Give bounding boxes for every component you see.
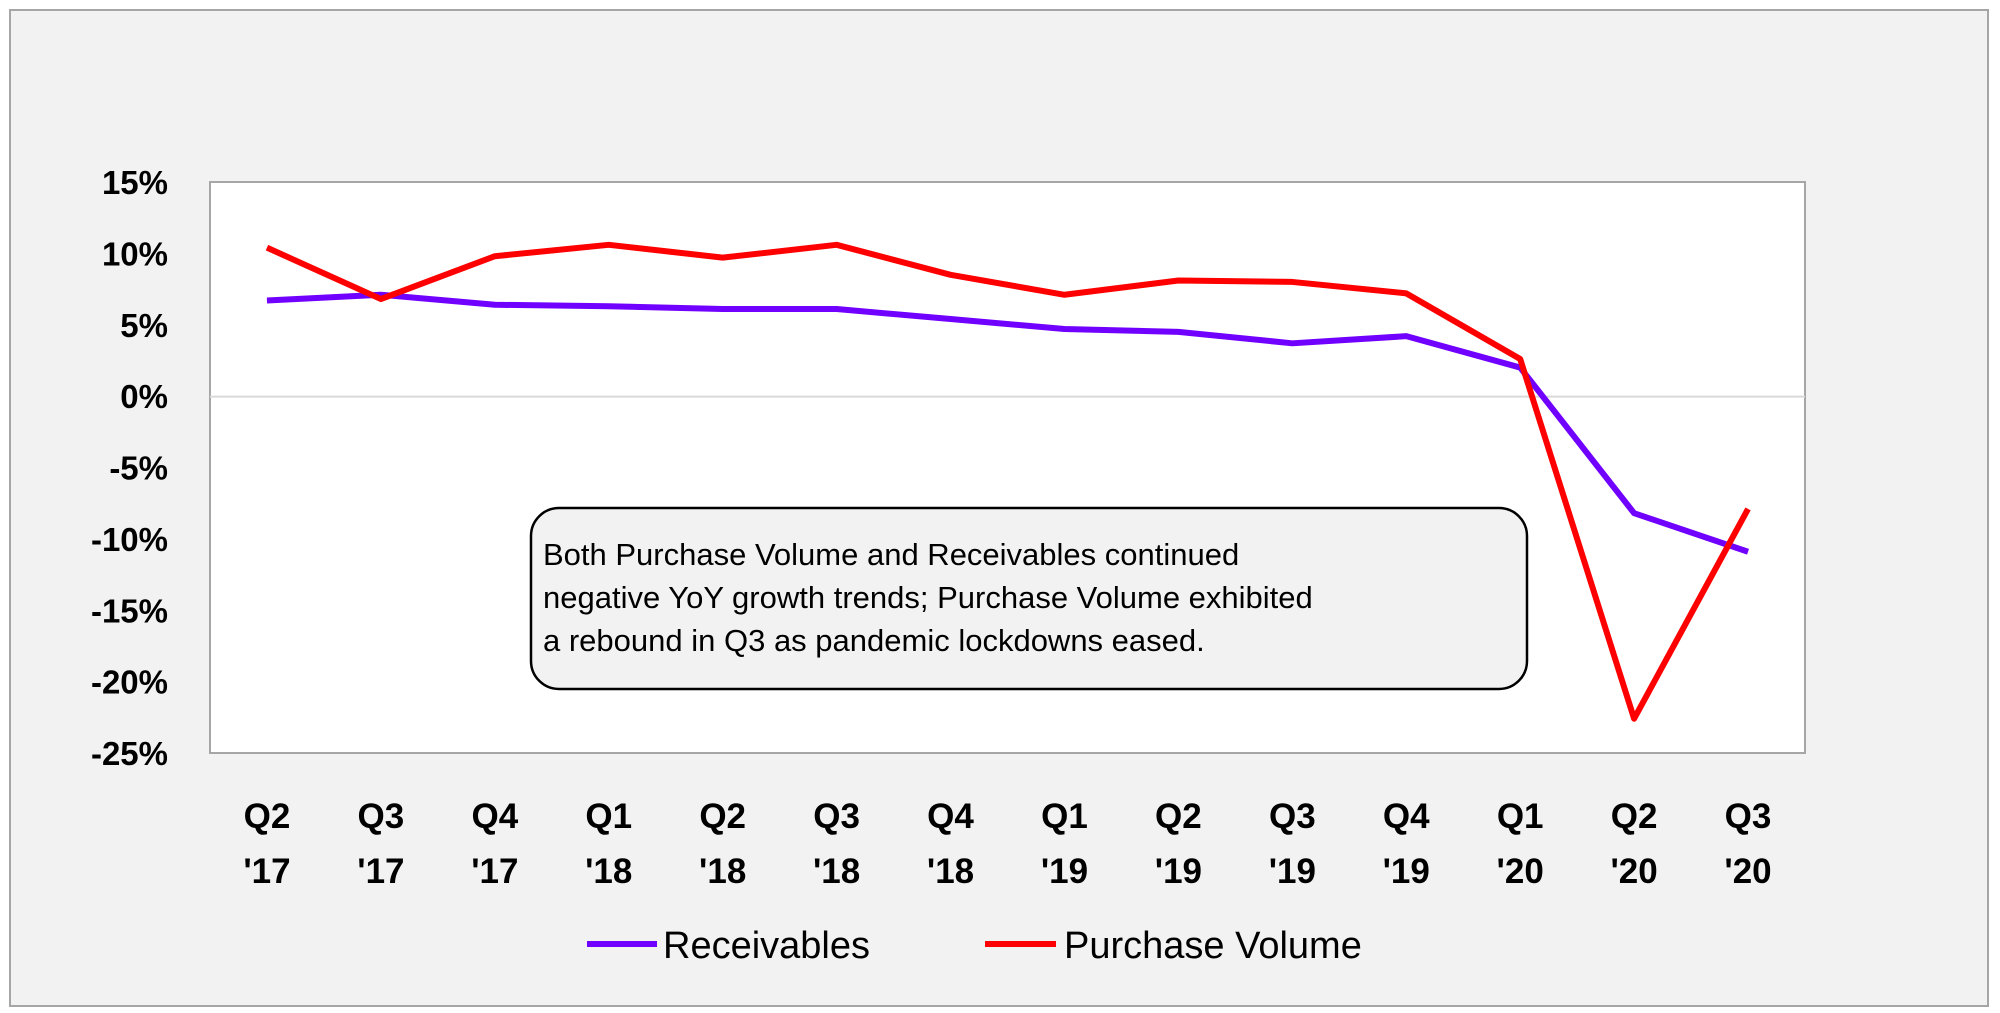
x-tick-label-quarter: Q1 [585,797,632,836]
series-line-receivables [266,291,1749,555]
annotation-line: negative YoY growth trends; Purchase Vol… [543,580,1313,615]
x-tick-label-quarter: Q1 [1041,797,1088,836]
legend-label-purchase-volume: Purchase Volume [1064,925,1362,967]
y-tick-label: -25% [91,735,168,772]
y-tick-label: -15% [91,592,168,629]
x-tick-label-year: '19 [1041,852,1088,891]
series-line-purchase-volume [265,241,1751,722]
x-tick-label-year: '19 [1155,852,1202,891]
y-tick-label: -10% [91,521,168,558]
x-tick-label-year: '18 [813,852,860,891]
y-tick-label: 0% [120,378,168,415]
x-tick-label-year: '17 [357,852,404,891]
x-tick-label-year: '20 [1610,852,1657,891]
x-tick-label-quarter: Q3 [1269,797,1316,836]
y-tick-label: 15% [102,164,168,201]
x-tick-label-quarter: Q3 [1725,797,1772,836]
x-tick-label-quarter: Q4 [927,797,974,836]
x-tick-label-quarter: Q2 [1611,797,1658,836]
x-tick-label-quarter: Q1 [1497,797,1544,836]
x-tick-label-quarter: Q3 [358,797,405,836]
x-tick-label-year: '17 [243,852,290,891]
x-tick-label-year: '19 [1383,852,1430,891]
x-tick-label-quarter: Q3 [813,797,860,836]
y-tick-label: -5% [109,450,168,487]
x-tick-label-year: '18 [927,852,974,891]
annotation-line: Both Purchase Volume and Receivables con… [543,537,1239,572]
x-tick-label-quarter: Q4 [471,797,518,836]
x-tick-label-quarter: Q4 [1383,797,1430,836]
annotation-box: Both Purchase Volume and Receivables con… [529,506,1529,691]
y-tick-label: -20% [91,664,168,701]
legend-label-receivables: Receivables [663,925,870,967]
x-tick-label-year: '20 [1724,852,1771,891]
x-tick-label-quarter: Q2 [244,797,291,836]
x-tick-label-quarter: Q2 [1155,797,1202,836]
x-tick-label-year: '17 [471,852,518,891]
legend: Receivables Purchase Volume [587,925,1362,967]
y-tick-label: 10% [102,235,168,272]
x-tick-label-year: '19 [1269,852,1316,891]
x-tick-label-year: '20 [1497,852,1544,891]
annotation-line: a rebound in Q3 as pandemic lockdowns ea… [543,623,1205,658]
x-tick-label-year: '18 [585,852,632,891]
x-tick-label-year: '18 [699,852,746,891]
y-tick-label: 5% [120,307,168,344]
x-tick-label-quarter: Q2 [699,797,746,836]
